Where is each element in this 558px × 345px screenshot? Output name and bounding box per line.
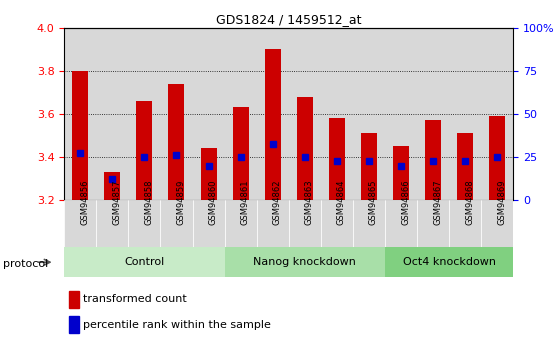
Title: GDS1824 / 1459512_at: GDS1824 / 1459512_at	[216, 13, 362, 27]
Bar	[393, 146, 409, 200]
Bar	[224, 28, 257, 200]
Bar	[297, 97, 313, 200]
Bar	[69, 316, 79, 333]
Text: GSM94858: GSM94858	[145, 180, 153, 225]
Bar	[264, 49, 281, 200]
Bar	[449, 200, 481, 247]
Bar	[128, 200, 161, 247]
Bar	[224, 247, 385, 277]
Text: percentile rank within the sample: percentile rank within the sample	[83, 319, 271, 329]
Text: GSM94869: GSM94869	[497, 180, 506, 225]
Bar	[200, 148, 217, 200]
Bar	[64, 247, 224, 277]
Bar	[128, 28, 161, 200]
Bar	[457, 133, 473, 200]
Text: protocol: protocol	[3, 259, 48, 269]
Bar	[69, 291, 79, 307]
Text: GSM94866: GSM94866	[401, 180, 410, 225]
Bar	[72, 71, 88, 200]
Bar	[257, 200, 289, 247]
Text: GSM94859: GSM94859	[176, 180, 185, 225]
Bar	[489, 116, 506, 200]
Bar	[361, 133, 377, 200]
Bar	[417, 28, 449, 200]
Bar	[289, 200, 321, 247]
Bar	[353, 28, 385, 200]
Bar	[97, 28, 128, 200]
Bar	[425, 120, 441, 200]
Bar	[289, 28, 321, 200]
Text: Oct4 knockdown: Oct4 knockdown	[403, 257, 496, 267]
Bar	[193, 28, 224, 200]
Bar	[224, 200, 257, 247]
Text: GSM94865: GSM94865	[369, 180, 378, 225]
Text: GSM94856: GSM94856	[80, 180, 89, 225]
Bar	[233, 107, 249, 200]
Bar	[257, 28, 289, 200]
Text: GSM94857: GSM94857	[112, 180, 121, 225]
Bar	[193, 200, 224, 247]
Text: transformed count: transformed count	[83, 294, 187, 304]
Text: Nanog knockdown: Nanog knockdown	[253, 257, 356, 267]
Text: GSM94864: GSM94864	[337, 180, 346, 225]
Text: GSM94862: GSM94862	[273, 180, 282, 225]
Bar	[321, 28, 353, 200]
Bar	[321, 200, 353, 247]
Text: GSM94867: GSM94867	[433, 180, 442, 225]
Bar	[385, 28, 417, 200]
Bar	[97, 200, 128, 247]
Bar	[161, 200, 193, 247]
Bar	[385, 247, 513, 277]
Bar	[169, 84, 185, 200]
Bar	[136, 101, 152, 200]
Bar	[417, 200, 449, 247]
Bar	[481, 200, 513, 247]
Text: GSM94861: GSM94861	[240, 180, 249, 225]
Bar	[161, 28, 193, 200]
Text: GSM94860: GSM94860	[209, 180, 218, 225]
Bar	[329, 118, 345, 200]
Text: GSM94868: GSM94868	[465, 180, 474, 225]
Bar	[385, 200, 417, 247]
Text: Control: Control	[124, 257, 165, 267]
Bar	[64, 28, 96, 200]
Bar	[353, 200, 385, 247]
Bar	[104, 172, 121, 200]
Text: GSM94863: GSM94863	[305, 180, 314, 225]
Bar	[64, 200, 96, 247]
Bar	[481, 28, 513, 200]
Bar	[449, 28, 481, 200]
